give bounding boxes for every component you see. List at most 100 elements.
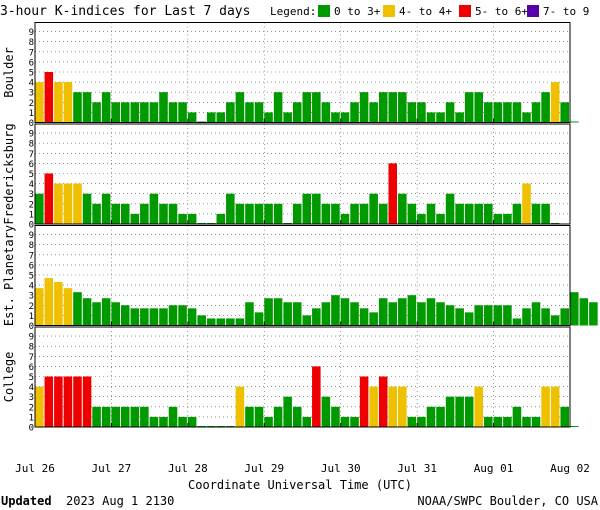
kp-bar (168, 305, 178, 326)
kp-bar (216, 425, 226, 427)
kp-bar (350, 203, 359, 224)
kp-bar (407, 295, 417, 326)
kp-bar (245, 102, 254, 123)
kp-bar (312, 193, 321, 224)
kp-bar (159, 416, 168, 427)
y-tick-label: 7 (29, 251, 34, 261)
kp-bar (197, 222, 206, 224)
kp-bar (331, 203, 340, 224)
x-tick-label: Jul 28 (168, 462, 208, 475)
kp-bar (235, 386, 245, 427)
y-tick-label: 9 (29, 333, 34, 343)
kp-bar (407, 102, 417, 123)
kp-bar (197, 121, 206, 123)
kp-bar (340, 112, 350, 123)
panel-label-fredericksburg: Fredericksburg (2, 123, 16, 224)
x-tick-label: Jul 29 (244, 462, 284, 475)
y-tick-label: 3 (29, 89, 34, 99)
kp-bar (283, 302, 292, 326)
y-tick-label: 4 (29, 383, 34, 393)
kp-bar (570, 425, 579, 427)
kp-bar (503, 102, 512, 123)
y-tick-label: 2 (29, 99, 34, 109)
y-tick-label: 3 (29, 190, 34, 200)
kp-bar (436, 112, 445, 123)
kp-bar (44, 72, 54, 123)
kp-bar (531, 416, 541, 427)
kp-bar (254, 102, 264, 123)
kp-bar (283, 222, 292, 224)
kp-bar (140, 203, 149, 224)
y-tick-label: 7 (29, 353, 34, 363)
kp-bar (531, 102, 541, 123)
kp-bar (464, 92, 474, 123)
kp-bar (512, 203, 522, 224)
kp-bar (426, 203, 436, 224)
kp-bar (63, 376, 73, 427)
y-tick-label: 2 (29, 302, 34, 312)
kp-bar (235, 92, 245, 123)
kp-bar (321, 102, 331, 123)
kp-bar (541, 203, 550, 224)
kp-bar (522, 112, 531, 123)
kp-bar (111, 102, 120, 123)
kp-bar (321, 203, 331, 224)
kp-bar (187, 213, 197, 224)
kp-bar (359, 376, 369, 427)
kp-bar (302, 315, 312, 326)
kp-bar (54, 282, 63, 326)
kp-bar (378, 203, 388, 224)
kp-bar (312, 308, 321, 326)
kp-bar (120, 102, 130, 123)
kp-bar (187, 308, 197, 326)
kp-bar (130, 213, 140, 224)
kp-bar (493, 305, 503, 326)
kp-bar (44, 173, 54, 224)
kp-bar (378, 92, 388, 123)
kp-bar (82, 376, 92, 427)
kp-bar (560, 308, 569, 326)
kp-bar (54, 82, 63, 123)
kp-bar (531, 203, 541, 224)
y-tick-label: 4 (29, 79, 34, 89)
kp-bar (216, 318, 226, 326)
kp-bar (493, 102, 503, 123)
legend-label: Legend: (270, 5, 316, 18)
kp-bar (273, 406, 283, 427)
kp-bar (273, 298, 283, 326)
kp-bar (417, 102, 426, 123)
kp-bar (426, 298, 436, 326)
kp-bar (407, 203, 417, 224)
y-tick-label: 4 (29, 282, 34, 292)
kp-bar (254, 406, 264, 427)
kp-bar (302, 193, 312, 224)
kp-bar (398, 298, 407, 326)
kp-bar (474, 305, 484, 326)
kp-bar (407, 416, 417, 427)
kp-bar (226, 425, 235, 427)
kp-bar (63, 183, 73, 224)
kp-bar (206, 425, 216, 427)
kp-bar (82, 193, 92, 224)
kp-bar (178, 305, 187, 326)
y-tick-label: 2 (29, 403, 34, 413)
kp-bar (436, 213, 445, 224)
kp-bar (35, 82, 44, 123)
kp-bar (216, 213, 226, 224)
kp-bar (130, 102, 140, 123)
kp-bar (226, 102, 235, 123)
kp-bar (398, 386, 407, 427)
kp-bar (474, 203, 484, 224)
kp-bar (140, 308, 149, 326)
x-tick-label: Jul 27 (92, 462, 132, 475)
kp-bar (541, 386, 550, 427)
kp-bar (340, 298, 350, 326)
kp-bar (235, 318, 245, 326)
panel-frame (34, 326, 571, 428)
kp-bar (340, 416, 350, 427)
kp-bar (206, 112, 216, 123)
y-tick-label: 6 (29, 58, 34, 68)
